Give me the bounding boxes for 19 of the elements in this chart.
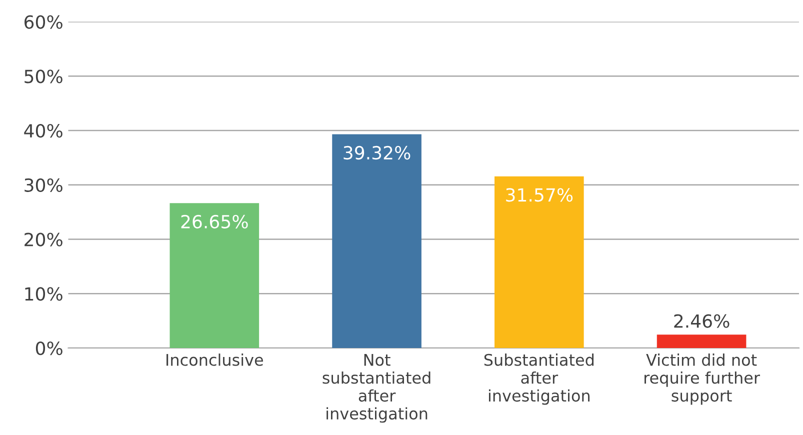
data-label: 31.57% [506,188,573,202]
x-tick-label: Not substantiated after investigation [322,354,430,423]
data-label: 2.46% [674,314,730,328]
bar [494,176,584,348]
data-label: 26.65% [181,214,248,228]
bar [656,334,746,348]
y-tick-label: 50% [24,70,62,84]
y-tick-label: 0% [36,341,62,356]
y-tick-label: 20% [24,232,62,246]
bar [170,203,260,348]
y-tick-label: 60% [24,15,62,29]
bar [332,134,422,348]
y-tick-label: 30% [24,178,62,192]
x-tick-label: Inconclusive [166,354,263,366]
data-label: 39.32% [344,146,410,160]
y-tick-label: 40% [24,124,62,138]
x-tick-label: Victim did not require further support [644,354,760,405]
y-tick-label: 10% [25,287,62,301]
x-tick-label: Substantiated after investigation [484,354,594,405]
